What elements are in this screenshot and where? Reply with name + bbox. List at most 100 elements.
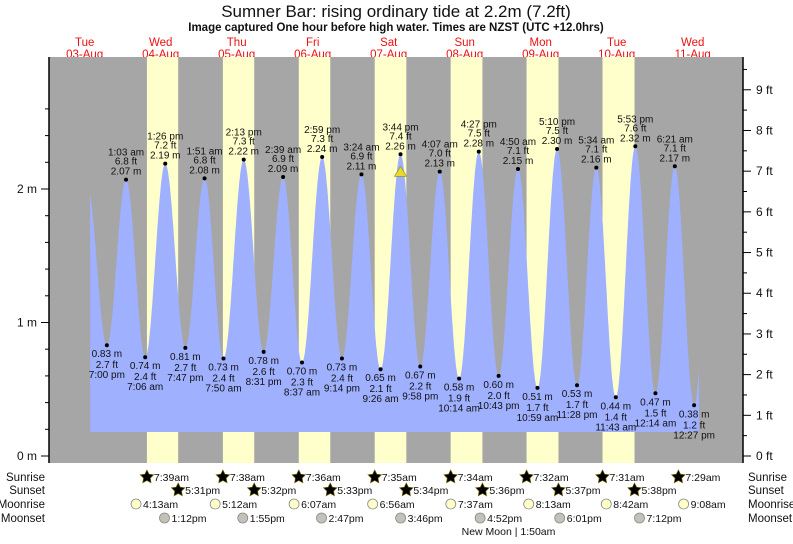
moonset-circle-icon [159,512,170,524]
tide-time: 6:21 am [657,134,693,145]
tide-height-m: 0.38 m [679,409,710,420]
tide-time: 5:34 am [578,136,614,147]
sunset-star-icon [475,482,490,497]
tide-time: 1:03 am [108,148,144,159]
tide-height-m: 2.28 m [464,139,495,150]
moonset-circle-icon [634,512,645,524]
moonset-time: 7:12pm [647,513,682,525]
tide-time: 1:26 pm [147,132,183,143]
tide-time: 3:44 pm [382,122,418,133]
extreme-marks: 0.83 m2.7 ft7:00 pm2.07 m6.8 ft1:03 am0.… [89,114,715,441]
tide-time: 9:26 am [363,394,399,405]
tide-time: 3:24 am [343,142,379,153]
tide-height-ft: 2.4 ft [212,374,234,385]
low-tide-point [653,391,658,396]
sunrise-star-icon [291,469,307,484]
tide-time: 4:27 pm [461,120,497,131]
sunrise-star-icon [443,469,459,484]
tide-time: 9:58 pm [402,392,438,403]
chart-title: Sumner Bar: rising ordinary tide at 2.2m… [221,2,571,21]
tide-time: 7:47 pm [167,373,203,384]
tide-height-m: 0.73 m [208,363,239,374]
high-tide-point [516,166,521,171]
high-tide-point [281,174,286,179]
tide-height-m: 2.09 m [268,164,299,175]
tide-height-m: 2.22 m [228,147,259,158]
sun-moon-events: Sunrise Sunrise 7:39am 7:38am 7:36am 7:35am 7:… [0,469,793,538]
tide-height-ft: 2.7 ft [96,360,118,371]
tide-height-ft: 2.4 ft [134,372,156,383]
sunrise-time: 7:32am [534,472,569,484]
tide-time: 9:14 pm [324,384,360,395]
tide-time: 11:43 am [595,422,636,433]
moonrise-circle-icon [130,498,142,510]
sunset-time: 5:38pm [642,485,677,497]
moon-phase-label: New Moon | 1:50am [462,526,556,538]
sunset-time: 5:33pm [337,485,372,497]
moonset-time: 6:01pm [567,513,602,525]
moonset-row-label-right: Moonset [748,513,793,525]
tide-height-ft: 7.6 ft [624,123,646,134]
tide-height-m: 2.32 m [620,133,651,144]
moonrise-time: 9:08am [691,499,726,511]
sunrise-star-icon [519,469,534,484]
high-tide-point [359,172,364,177]
tide-height-ft: 1.4 ft [605,412,627,423]
sunset-time: 5:34pm [413,485,448,497]
right-axis-label: 1 ft [756,408,773,422]
tide-height-m: 0.70 m [287,367,318,378]
moonset-time: 1:12pm [172,513,207,525]
tide-height-m: 2.17 m [660,153,691,164]
low-tide-point [613,395,618,400]
high-tide-point [320,154,325,159]
day-label-dow: Mon [530,37,552,49]
tide-height-m: 0.65 m [365,373,396,384]
tide-height-m: 2.26 m [385,141,416,152]
tide-height-ft: 7.4 ft [389,131,411,142]
tide-height-m: 0.53 m [562,389,593,400]
tide-height-ft: 2.3 ft [291,378,313,389]
sunrise-row-label-right: Sunrise [748,472,787,484]
low-tide-point [183,345,188,350]
sunrise-time: 7:34am [458,472,493,484]
tide-time: 8:31 pm [246,377,282,388]
tide-time: 12:27 pm [673,430,715,441]
tide-height-m: 0.44 m [601,401,632,412]
sunset-star-icon [170,482,186,497]
sunrise-time: 7:29am [685,472,720,484]
moonrise-circle-icon [445,498,457,510]
high-tide-point [398,152,403,157]
sunrise-time: 7:35am [382,472,417,484]
tide-height-m: 2.11 m [347,161,377,172]
sunrise-time: 7:36am [306,472,341,484]
tide-height-m: 0.60 m [483,380,514,391]
tide-height-m: 2.07 m [111,167,142,178]
tide-height-ft: 1.9 ft [448,394,470,405]
day-label-dow: Wed [681,37,704,49]
sunset-time: 5:37pm [565,485,600,497]
high-tide-point [241,157,246,162]
day-label-dow: Tue [75,37,94,49]
tide-height-ft: 7.0 ft [429,149,451,160]
low-tide-point [261,349,266,354]
moonrise-circle-icon [367,498,379,510]
sunset-star-icon [551,482,566,497]
tide-height-ft: 6.8 ft [115,157,137,168]
right-axis-label: 0 ft [756,449,773,463]
moonset-circle-icon [237,512,249,524]
moonset-circle-icon [316,512,327,524]
right-axis-label: 4 ft [756,286,773,300]
sunset-star-icon [627,482,642,497]
sunrise-star-icon [595,469,610,484]
sunrise-star-icon [139,469,155,484]
chart-subtitle: Image captured One hour before high wate… [188,22,604,34]
tide-height-ft: 1.5 ft [644,408,666,419]
tide-height-ft: 6.9 ft [350,151,372,162]
low-tide-point [378,367,383,372]
tide-time: 7:06 am [127,382,163,393]
right-axis-label: 7 ft [756,164,773,178]
tide-height-m: 0.78 m [248,356,279,367]
tide-height-m: 2.19 m [150,151,181,162]
tide-time: 8:37 am [284,388,320,399]
high-tide-point [124,177,129,182]
